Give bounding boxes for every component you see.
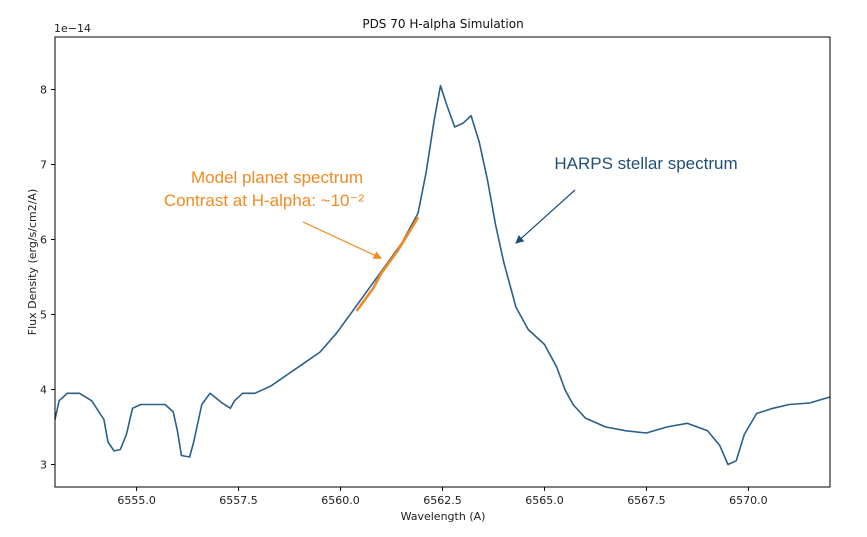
stellar-annotation-text: HARPS stellar spectrum xyxy=(554,154,737,173)
planet-annotation-line-1: Model planet spectrum xyxy=(191,168,363,187)
y-tick-label: 7 xyxy=(40,159,47,172)
x-tick-label: 6567.5 xyxy=(627,494,666,507)
stellar-annotation: HARPS stellar spectrum xyxy=(515,154,738,244)
y-offset-label: 1e−14 xyxy=(54,22,91,35)
y-tick-label: 6 xyxy=(40,234,47,247)
x-tick-label: 6557.5 xyxy=(219,494,258,507)
x-tick-label: 6560.0 xyxy=(321,494,360,507)
x-tick-label: 6555.0 xyxy=(117,494,156,507)
series-harps-stellar-spectrum xyxy=(54,84,831,466)
chart-title: PDS 70 H-alpha Simulation xyxy=(362,17,523,31)
y-axis: 3 4 5 6 7 8 xyxy=(40,84,55,472)
x-axis: 6555.0 6557.5 6560.0 6562.5 6565.0 6567.5 6570… xyxy=(117,487,768,507)
series-model-planet-spectrum xyxy=(355,216,420,312)
x-tick-label: 6570.0 xyxy=(729,494,768,507)
stellar-annotation-arrow xyxy=(515,189,576,244)
y-tick-label: 4 xyxy=(40,384,47,397)
x-axis-label: Wavelength (A) xyxy=(401,510,486,523)
y-axis-label: Flux Density (erg/s/cm2/A) xyxy=(26,189,39,335)
y-tick-label: 5 xyxy=(40,309,47,322)
y-tick-label: 3 xyxy=(40,459,47,472)
series-layer xyxy=(54,84,831,466)
planet-annotation: Model planet spectrum Contrast at H-alph… xyxy=(164,168,383,259)
x-tick-label: 6562.5 xyxy=(423,494,462,507)
plot-frame xyxy=(54,36,831,488)
y-tick-label: 8 xyxy=(40,84,47,97)
planet-annotation-arrow xyxy=(302,221,383,259)
x-tick-label: 6565.0 xyxy=(525,494,564,507)
planet-annotation-line-2: Contrast at H-alpha: ~10⁻² xyxy=(164,191,365,210)
